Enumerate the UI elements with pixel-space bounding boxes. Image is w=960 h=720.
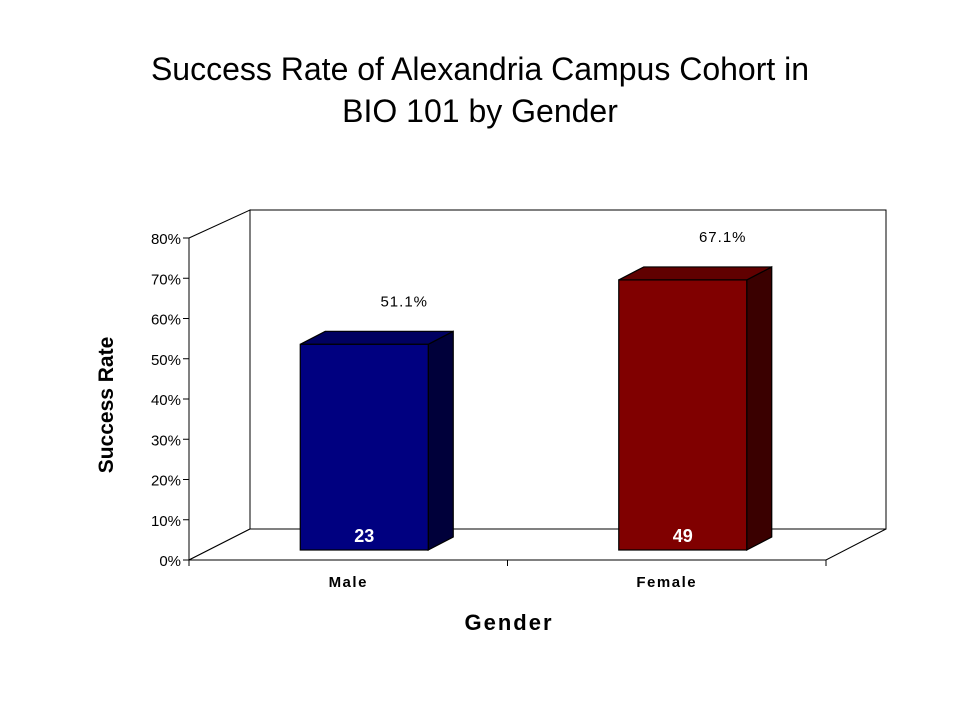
x-axis: Male Female: [188, 560, 827, 591]
y-tick-label: 50%: [151, 352, 181, 369]
y-axis-label: Success Rate: [95, 337, 118, 474]
y-tick-label: 60%: [151, 312, 181, 329]
bars: 23 51.1% 49 67.1%: [299, 229, 773, 551]
y-tick-label: 0%: [159, 553, 181, 570]
bar-value-label: 67.1%: [699, 229, 747, 246]
bar-value-label: 51.1%: [380, 293, 428, 310]
y-tick-label: 80%: [151, 231, 181, 248]
y-tick-label: 40%: [151, 392, 181, 409]
chart-title-line-1: Success Rate of Alexandria Campus Cohort…: [150, 51, 810, 87]
bar: [618, 279, 748, 551]
bar-side: [746, 265, 773, 551]
bar-count-label: 23: [354, 526, 374, 546]
y-axis: 0% 10% 20% 30% 40% 50% 60% 70% 80%: [151, 231, 189, 570]
chart-frame: [188, 209, 887, 561]
floor: [188, 528, 887, 561]
bar-top: [299, 330, 454, 345]
y-tick-label: 70%: [151, 271, 181, 288]
x-axis-label: Gender: [464, 610, 553, 635]
bar-side: [427, 330, 454, 551]
y-tick-label: 30%: [151, 432, 181, 449]
side-wall: [188, 209, 251, 561]
chart-title: Success Rate of Alexandria Campus Cohort…: [0, 48, 960, 132]
chart-title-line-2: BIO 101 by Gender: [342, 93, 618, 129]
x-tick-label: Female: [636, 574, 697, 591]
y-tick-label: 20%: [151, 473, 181, 490]
bar-count-label: 49: [673, 526, 693, 546]
bar: [299, 343, 429, 551]
bar-top: [618, 266, 773, 281]
x-tick-label: Male: [329, 574, 368, 591]
y-tick-label: 10%: [151, 513, 181, 530]
